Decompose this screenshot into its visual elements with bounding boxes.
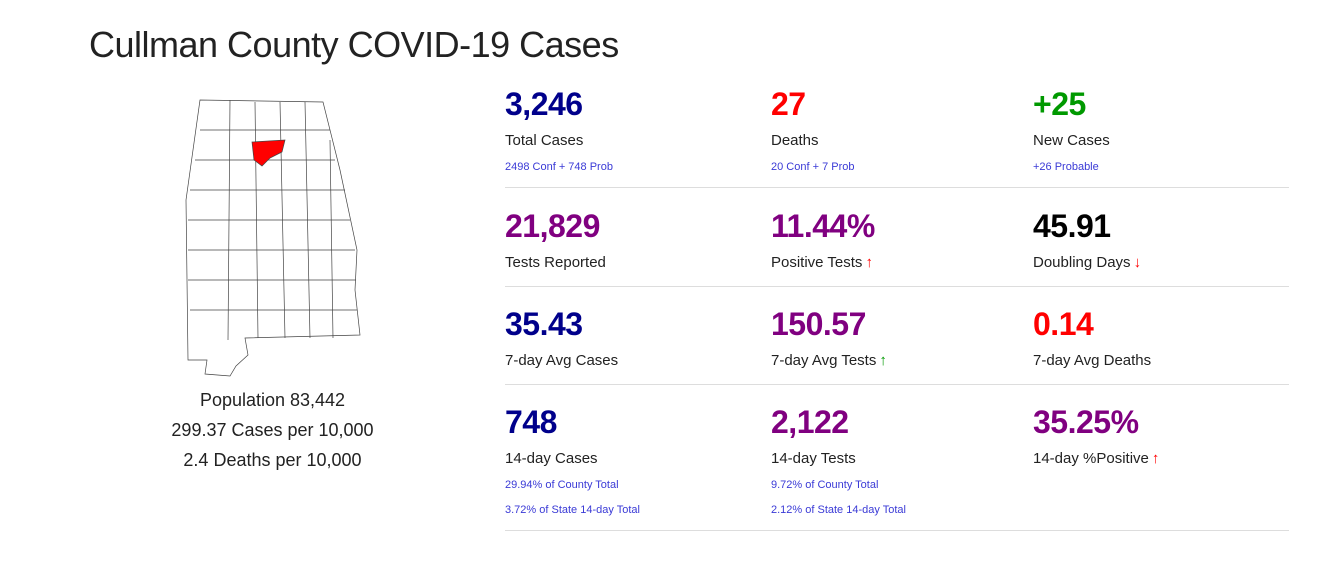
stat-detail: 3.72% of State 14-day Total	[505, 504, 640, 516]
divider	[505, 286, 1289, 287]
arrow-down-icon: ↓	[1133, 254, 1142, 271]
stat-value: 2,122	[771, 404, 849, 440]
stat-label: 14-day Tests	[771, 450, 856, 467]
stat-value: 45.91	[1033, 208, 1111, 244]
stat-label: Positive Tests	[771, 254, 863, 271]
stat-card: 27 Deaths 20 Conf + 7 Prob	[771, 86, 1031, 173]
stat-card: 748 14-day Cases 29.94% of County Total 3.7…	[505, 404, 765, 516]
stat-card: 35.25% 14-day %Positive ↑	[1033, 404, 1293, 467]
stat-card: 35.43 7-day Avg Cases	[505, 306, 765, 369]
stat-card: 2,122 14-day Tests 9.72% of County Total 2.…	[771, 404, 1031, 516]
divider	[505, 530, 1289, 531]
stat-detail: 2.12% of State 14-day Total	[771, 504, 906, 516]
stat-value: 27	[771, 86, 806, 122]
stat-value: 21,829	[505, 208, 600, 244]
population: Population 83,442	[199, 390, 346, 410]
alabama-county-map	[185, 99, 361, 377]
stat-value: +25	[1033, 86, 1086, 122]
divider	[505, 384, 1289, 385]
arrow-up-icon: ↑	[1151, 450, 1160, 467]
stat-value: 3,246	[505, 86, 583, 122]
stat-label: 7-day Avg Tests	[771, 352, 877, 369]
cases-per-10000: 299.37 Cases per 10,000	[171, 420, 374, 440]
stat-card: 11.44% Positive Tests ↑	[771, 208, 1031, 271]
stat-value: 11.44%	[771, 208, 875, 244]
stat-value: 35.43	[505, 306, 583, 342]
stat-label: 14-day %Positive	[1033, 450, 1149, 467]
stat-detail: 29.94% of County Total	[505, 479, 619, 491]
stat-label: New Cases	[1033, 132, 1110, 149]
arrow-up-icon: ↑	[865, 254, 873, 271]
stat-label: Total Cases	[505, 132, 584, 149]
stat-label: 14-day Cases	[505, 450, 598, 467]
stat-card: 3,246 Total Cases 2498 Conf + 748 Prob	[505, 86, 765, 173]
stat-card: 21,829 Tests Reported	[505, 208, 765, 271]
stat-value: 35.25%	[1033, 404, 1139, 440]
divider	[505, 187, 1289, 188]
stat-value: 0.14	[1033, 306, 1094, 342]
stat-detail: 2498 Conf + 748 Prob	[505, 161, 613, 173]
stat-detail: 20 Conf + 7 Prob	[771, 161, 855, 173]
stat-card: +25 New Cases +26 Probable	[1033, 86, 1293, 173]
stat-label: Deaths	[771, 132, 819, 149]
stat-card: 150.57 7-day Avg Tests ↑	[771, 306, 1031, 369]
stat-label: Doubling Days	[1033, 254, 1131, 271]
cullman-county-highlight	[251, 139, 286, 167]
stat-card: 45.91 Doubling Days ↓	[1033, 208, 1293, 271]
stat-detail: +26 Probable	[1033, 161, 1099, 173]
stat-value: 748	[505, 404, 557, 440]
arrow-up-icon: ↑	[879, 352, 887, 369]
deaths-per-10000: 2.4 Deaths per 10,000	[183, 450, 362, 470]
stat-card: 0.14 7-day Avg Deaths	[1033, 306, 1293, 369]
stat-label: 7-day Avg Cases	[505, 352, 619, 369]
stat-detail: 9.72% of County Total	[771, 479, 879, 491]
stat-label: Tests Reported	[505, 254, 606, 271]
stat-value: 150.57	[771, 306, 866, 342]
stat-label: 7-day Avg Deaths	[1033, 352, 1152, 369]
page-title: Cullman County COVID-19 Cases	[89, 24, 619, 65]
